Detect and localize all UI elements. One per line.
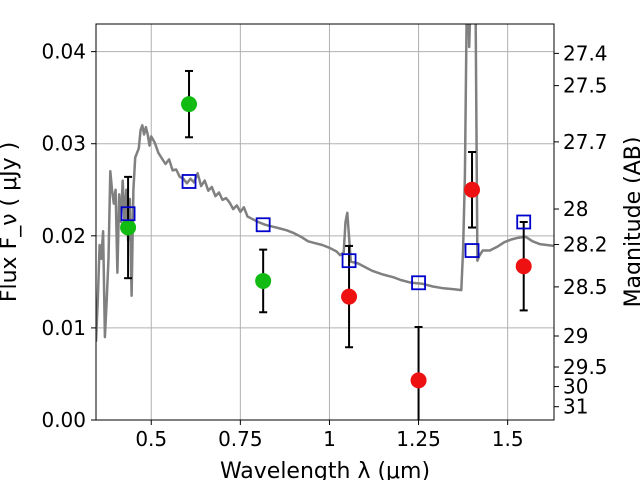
magnitude-tick-label: 28.2 (563, 233, 608, 257)
right-axis-label: Magnitude (AB) (621, 137, 640, 308)
model-flux-square (516, 214, 532, 230)
magnitude-tick-label: 27.5 (563, 74, 608, 98)
marker-layer (120, 96, 532, 389)
magnitude-tick-label: 27.7 (563, 130, 608, 154)
grid-layer (96, 24, 554, 421)
y-tick-label: 0.02 (41, 224, 86, 248)
x-tick-label: 1.25 (396, 427, 441, 451)
green-flux-point (120, 219, 137, 236)
red-flux-point (341, 288, 358, 305)
y-tick-label: 0.00 (41, 408, 86, 432)
red-flux-point (515, 258, 532, 275)
green-flux-point (255, 272, 272, 289)
x-tick-label: 0.5 (135, 427, 167, 451)
model-flux-square (120, 206, 136, 222)
magnitude-tick-label: 28.5 (563, 275, 608, 299)
magnitude-tick-label: 28 (563, 197, 588, 221)
model-flux-square (341, 253, 357, 269)
plot-frame (95, 23, 555, 421)
y-tick-layer: 0.00 0.01 0.02 0.03 0.04 (41, 40, 96, 432)
x-tick-label: 0.75 (218, 427, 263, 451)
model-flux-square (411, 275, 426, 291)
green-flux-point (181, 96, 198, 113)
model-flux-square (255, 217, 271, 233)
magnitude-tick-label: 27.4 (563, 41, 608, 65)
magnitude-tick-label: 31 (563, 395, 588, 419)
x-tick-label: 1.5 (492, 427, 524, 451)
y-axis-label: Flux F_ν ( μJy ) (0, 142, 22, 302)
red-flux-point (410, 372, 427, 389)
error-bar-layer (124, 69, 528, 420)
x-axis-label: Wavelength λ (μm) (220, 459, 430, 480)
model-spectrum-line (96, 24, 554, 342)
magnitude-tick-label: 29 (563, 324, 588, 348)
model-flux-square (181, 174, 197, 189)
magnitude-tick-label: 29.5 (563, 355, 608, 379)
red-flux-point (464, 181, 481, 198)
y-tick-label: 0.04 (41, 40, 86, 64)
y-tick-label: 0.01 (41, 316, 86, 340)
model-spectrum-layer (96, 24, 554, 342)
y-tick-label: 0.03 (41, 132, 86, 156)
x-tick-label: 1 (323, 427, 336, 451)
model-flux-square (464, 243, 480, 258)
x-tick-layer: 0.5 0.75 1 1.25 1.5 (135, 420, 524, 451)
magnitude-tick-label: 30 (563, 375, 588, 399)
